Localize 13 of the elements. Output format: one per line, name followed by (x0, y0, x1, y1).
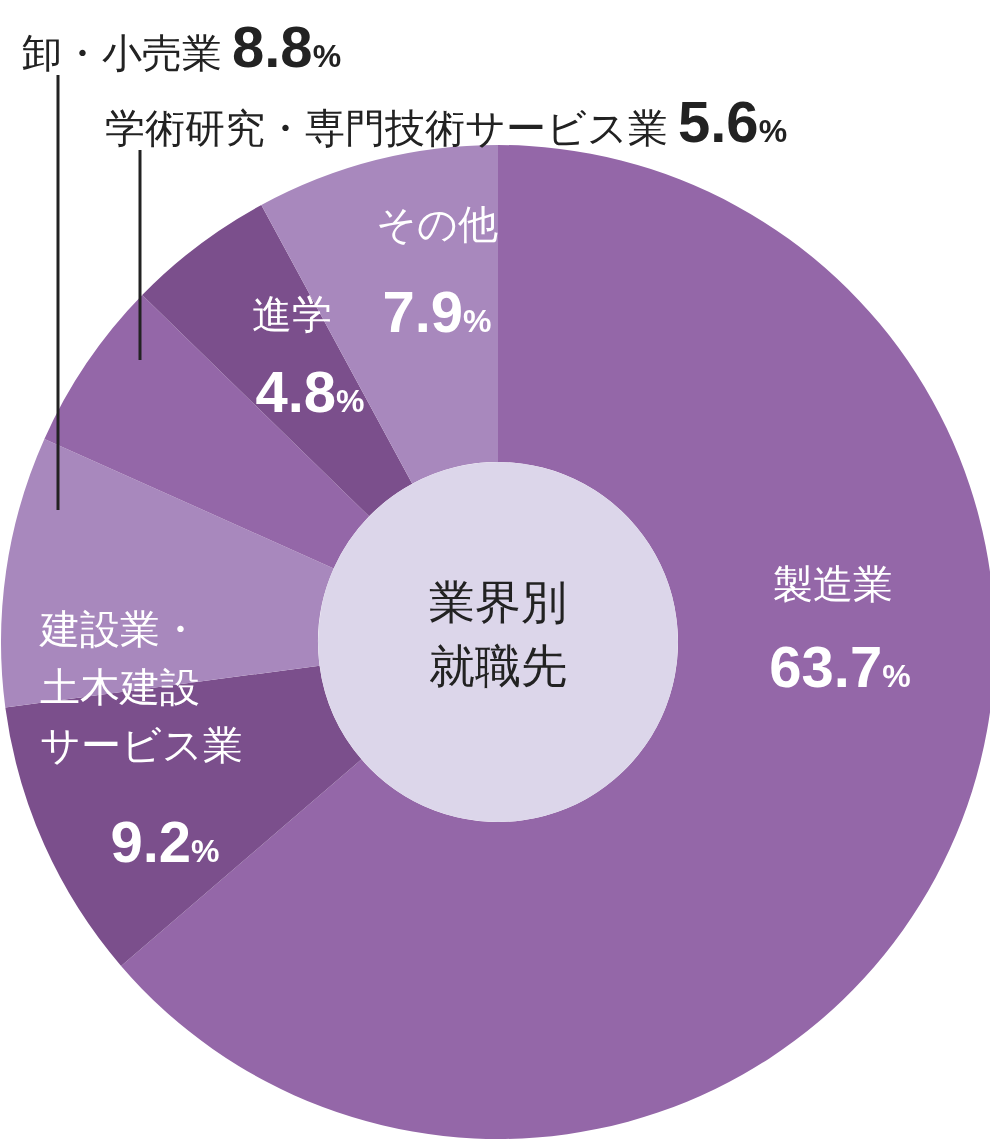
slice-label: 製造業 (773, 561, 893, 608)
data-label: 8.8% (232, 14, 342, 79)
slice-label: その他 (376, 201, 498, 248)
data-label: 63.7% (769, 634, 911, 699)
text: 業界別就職先 (428, 575, 568, 694)
slice-label: 建設業・土木建設サービス業 (40, 606, 243, 769)
data-label: 7.9% (382, 279, 492, 344)
slice-label: 学術研究・専門技術サービス業 (105, 106, 668, 150)
data-label: 4.8% (255, 359, 365, 424)
slice-label: 進学 (252, 291, 332, 338)
data-label: 5.6% (678, 89, 788, 154)
data-label: 9.2% (110, 809, 220, 874)
slice-label: 卸・小売業 (22, 31, 222, 75)
